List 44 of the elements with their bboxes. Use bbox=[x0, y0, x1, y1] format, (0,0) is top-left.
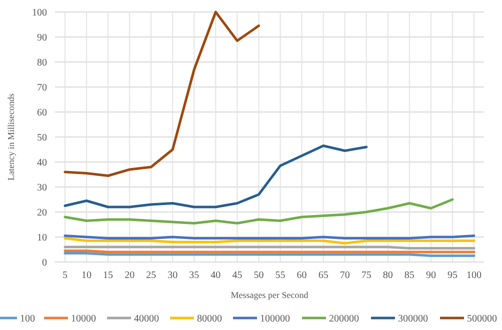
x-tick-label: 40 bbox=[210, 270, 221, 281]
y-tick-label: 0 bbox=[42, 258, 47, 268]
y-tick-label: 20 bbox=[37, 208, 47, 218]
y-tick-label: 10 bbox=[37, 232, 47, 244]
y-tick-label: 70 bbox=[37, 82, 47, 94]
x-tick-label: 25 bbox=[146, 270, 156, 281]
x-tick-label: 50 bbox=[254, 270, 264, 281]
legend-label: 100 bbox=[20, 314, 35, 324]
x-tick-label: 95 bbox=[447, 270, 458, 281]
x-tick-label: 75 bbox=[361, 270, 372, 281]
y-tick-label: 100 bbox=[32, 8, 47, 18]
y-axis-title: Latency in Milliseconds bbox=[6, 93, 16, 180]
x-tick-label: 100 bbox=[466, 270, 482, 281]
x-tick-label: 65 bbox=[318, 270, 328, 281]
x-tick-label: 45 bbox=[232, 270, 242, 281]
line-series bbox=[64, 10, 260, 177]
x-tick-label: 10 bbox=[82, 270, 92, 281]
x-tick-label: 15 bbox=[103, 270, 114, 281]
x-tick-label: 20 bbox=[124, 270, 135, 281]
x-tick-label: 35 bbox=[189, 270, 200, 281]
y-tick-label: 40 bbox=[37, 158, 47, 168]
x-tick-label: 70 bbox=[340, 270, 350, 281]
legend-label: 100000 bbox=[260, 314, 290, 324]
legend-label: 500000 bbox=[467, 314, 497, 324]
x-tick-label: 5 bbox=[62, 270, 68, 281]
legend-label: 200000 bbox=[329, 314, 359, 324]
x-tick-label: 90 bbox=[426, 270, 436, 281]
legend-label: 10000 bbox=[71, 314, 96, 324]
y-tick-label: 90 bbox=[37, 32, 47, 44]
x-tick-label: 60 bbox=[296, 270, 307, 281]
y-tick-label: 30 bbox=[37, 182, 47, 194]
x-axis-title: Messages per Second bbox=[230, 290, 309, 300]
x-tick-label: 55 bbox=[275, 270, 286, 281]
x-tick-label: 30 bbox=[168, 270, 178, 281]
x-tick-label: 80 bbox=[382, 270, 393, 281]
x-tick-label: 85 bbox=[404, 270, 414, 281]
legend-label: 80000 bbox=[197, 314, 222, 324]
y-tick-label: 60 bbox=[37, 108, 47, 118]
legend-label: 40000 bbox=[134, 314, 159, 324]
y-tick-label: 80 bbox=[37, 58, 47, 68]
line-series bbox=[64, 144, 368, 208]
line-series bbox=[64, 198, 454, 224]
legend-label: 300000 bbox=[398, 314, 428, 324]
y-tick-label: 50 bbox=[37, 132, 47, 144]
